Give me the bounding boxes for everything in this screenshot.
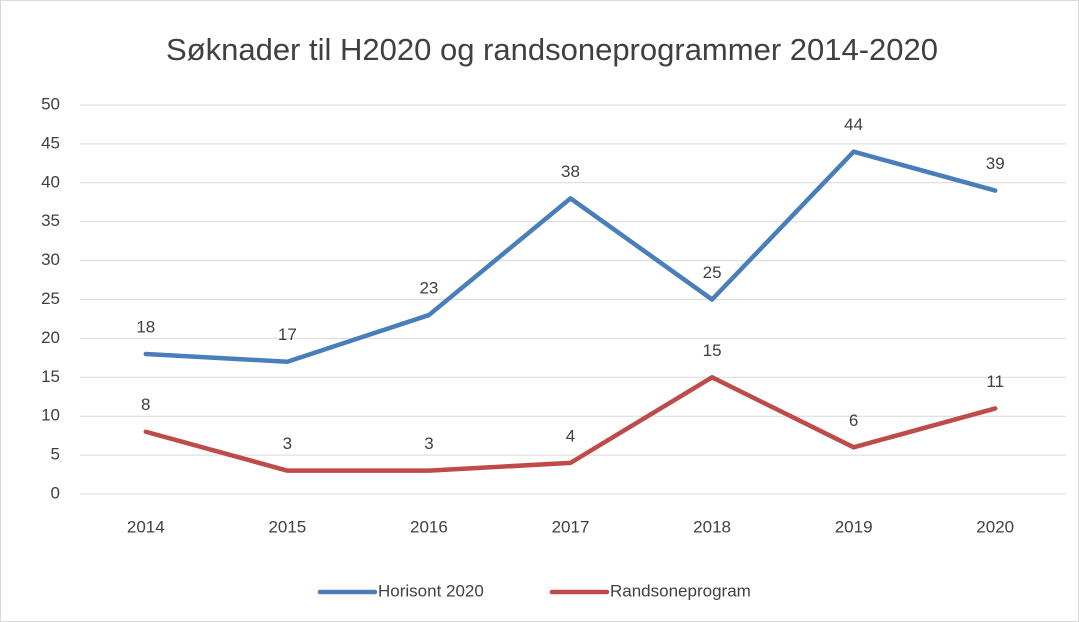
y-tick-label: 30 [41,250,60,269]
data-label: 17 [278,325,297,344]
y-tick-label: 50 [41,94,60,113]
y-tick-label: 40 [41,172,60,191]
data-label: 11 [986,372,1004,391]
y-tick-label: 35 [41,211,60,230]
y-tick-label: 15 [41,367,60,386]
data-label: 25 [703,263,722,282]
x-tick-label: 2014 [127,517,165,536]
series-line [143,149,998,364]
x-tick-label: 2018 [693,517,731,536]
data-label: 8 [141,395,150,414]
x-tick-label: 2020 [976,517,1014,536]
y-tick-label: 0 [51,483,60,502]
data-label: 44 [844,115,863,134]
data-label: 3 [424,434,433,453]
y-tick-label: 20 [41,328,60,347]
chart-title: Søknader til H2020 og randsoneprogrammer… [166,32,938,67]
y-tick-label: 25 [41,289,60,308]
data-label: 4 [566,426,575,445]
y-tick-label: 10 [41,406,60,425]
data-label: 39 [986,154,1005,173]
legend-label: Randsoneprogram [610,581,751,600]
x-tick-label: 2017 [552,517,590,536]
data-label: 3 [283,434,292,453]
data-label: 6 [849,411,858,430]
x-tick-label: 2019 [835,517,873,536]
series-line [143,375,998,473]
data-label: 38 [561,162,580,181]
y-tick-label: 45 [41,133,60,152]
data-label: 15 [703,341,722,360]
x-tick-label: 2016 [410,517,448,536]
data-label: 23 [419,279,438,298]
legend-label: Horisont 2020 [378,581,484,600]
x-tick-label: 2015 [268,517,306,536]
data-label: 18 [136,317,155,336]
y-tick-label: 5 [51,445,60,464]
